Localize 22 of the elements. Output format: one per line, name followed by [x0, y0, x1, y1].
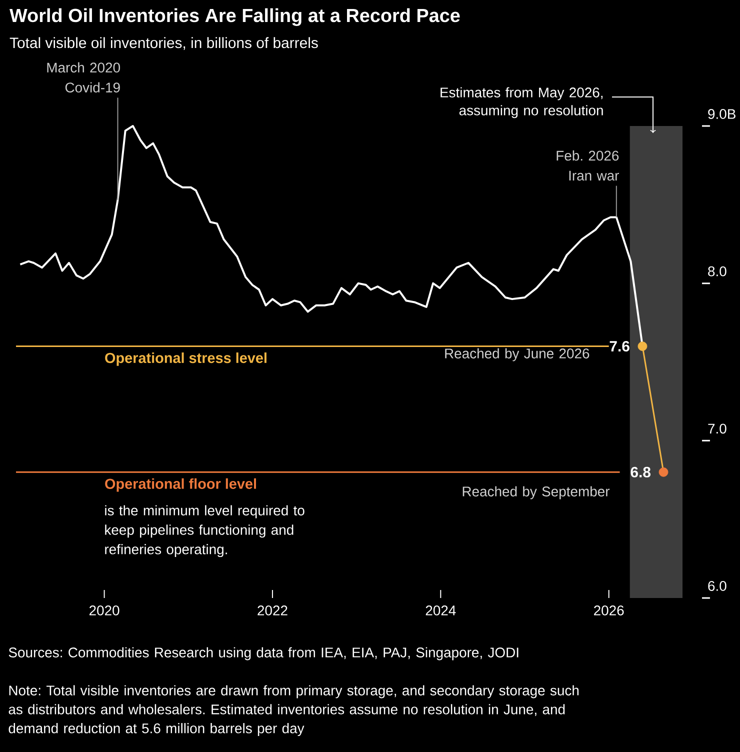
text: Note: Total visible inventories are drawn from primary storage, and secondary storage such as distributors and wholesalers. Estimated inventories assume no resolution in June, and demand reduction at 5.6 million barrels per day [8, 685, 579, 736]
data-label: 6.8 [630, 466, 651, 478]
y-tick-label: 9.0B [708, 109, 736, 119]
y-tick-label: 6.0 [708, 581, 726, 591]
source-note: Sources: Commodities Research using data from IEA, EIA, PAJ, Singapore, JODI [8, 647, 518, 660]
annotation: is the minimum level required to keep pipelines functioning and refineries operating. [105, 505, 304, 558]
x-tick-label: 2020 [89, 606, 120, 616]
ref-line-label: Operational floor level [105, 478, 256, 492]
chart-title: World Oil Inventories Are Falling at a Record Pace [10, 8, 460, 26]
annotation: Reached by June 2026 [445, 348, 590, 362]
annotation: Reached by September [462, 486, 610, 500]
x-tick-label: 2024 [426, 606, 456, 616]
ref-line-label: Operational stress level [105, 352, 266, 366]
annotation: March 2020 Covid-19 [47, 62, 120, 92]
text: Estimates from May 2026, assuming no resolution [440, 87, 603, 118]
y-tick-label: 7.0 [708, 424, 726, 434]
annotation: Feb. 2026 Iran war [556, 150, 619, 181]
x-tick-label: 2026 [594, 606, 624, 616]
chart-subtitle: Total visible oil inventories, in billions of barrels [10, 37, 318, 50]
x-tick-label: 2022 [258, 606, 288, 616]
data-label: 7.6 [610, 340, 630, 352]
y-tick-label: 8.0 [708, 266, 726, 276]
